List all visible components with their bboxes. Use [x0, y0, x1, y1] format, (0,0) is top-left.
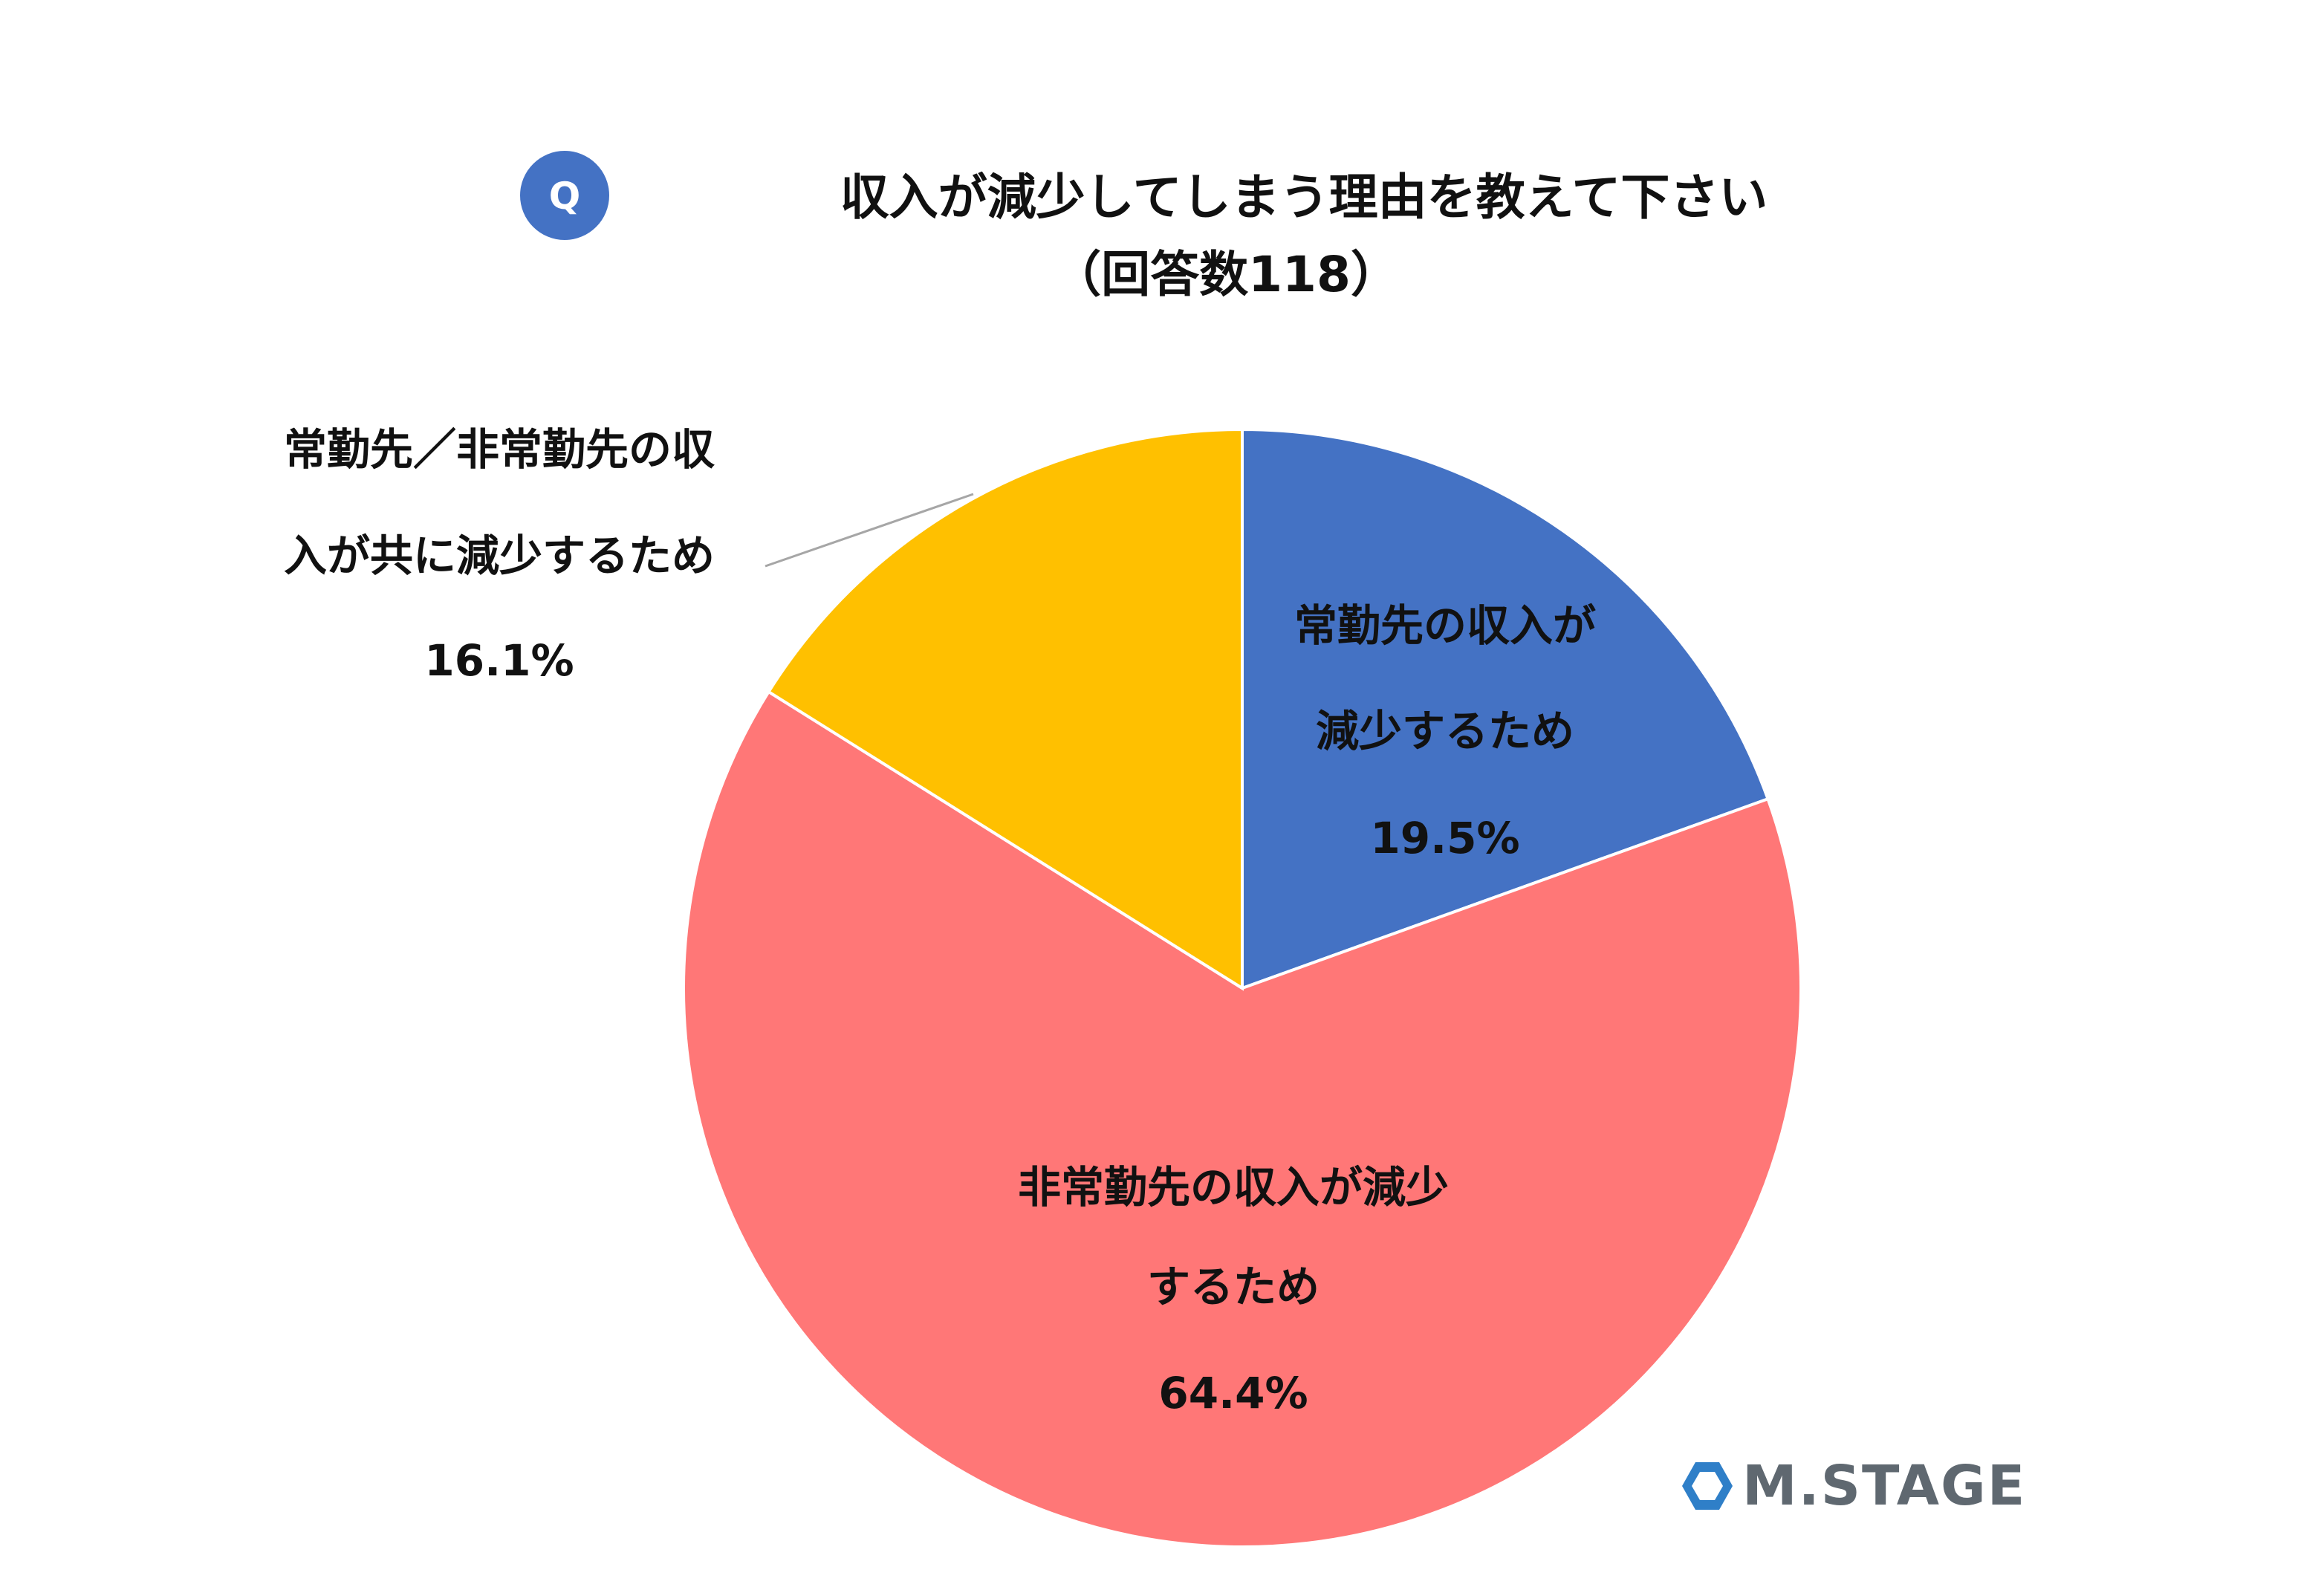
slice-value-part-time-income: 64.4%: [1158, 1368, 1308, 1418]
leader-line: [765, 493, 974, 568]
chart-subtitle: （回答数118）: [1052, 246, 1400, 303]
logo-text: M.STAGE: [1742, 1454, 2026, 1518]
slice-label-line2-part-time-income: するため: [1147, 1262, 1320, 1312]
logo-icon-cutout: [1692, 1472, 1723, 1500]
slice-label-line1-part-time-income: 非常勤先の収入が減少: [1018, 1162, 1449, 1213]
pie-slice-1: [1241, 427, 1770, 990]
slice-label-line1-regular-income: 常勤先の収入が: [1294, 600, 1596, 651]
slice-value-both-income: 16.1%: [424, 635, 574, 686]
pie-slice-2: [682, 689, 1802, 1548]
pie-slice-3: [766, 427, 1244, 991]
logo: M.STAGE: [1682, 1454, 2026, 1518]
question-badge-label: Q: [549, 175, 581, 218]
slice-label-line1-both-income: 常勤先／非常勤先の収: [284, 424, 715, 475]
slice-label-line2-regular-income: 減少するため: [1316, 706, 1574, 756]
question-badge: [520, 151, 609, 240]
slice-value-regular-income: 19.5%: [1370, 813, 1519, 863]
chart-title: 収入が減少してしまう理由を教えて下さい: [840, 169, 1768, 226]
pie-slices: [682, 427, 1802, 1548]
slice-label-line2-both-income: 入が共に減少するため: [284, 530, 715, 581]
